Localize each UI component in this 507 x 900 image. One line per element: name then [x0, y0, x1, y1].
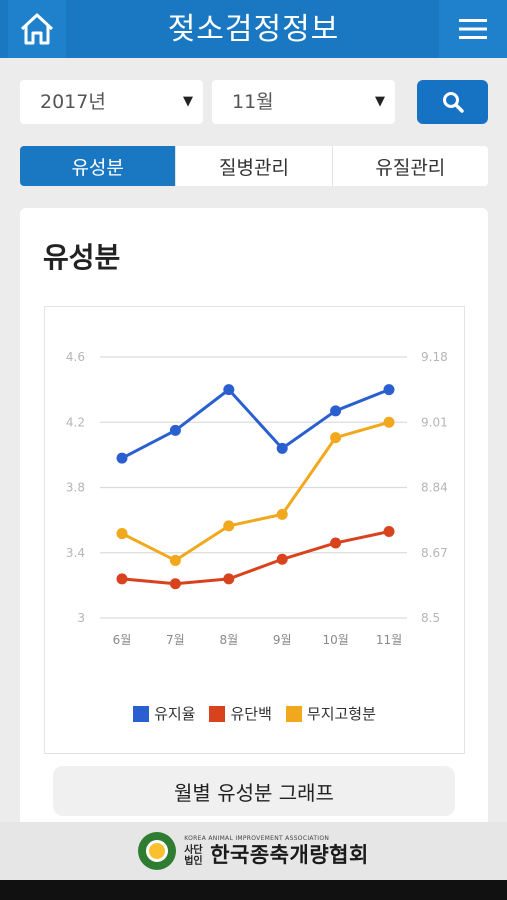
footer: KOREA ANIMAL IMPROVEMENT ASSOCIATION 사단 … — [0, 822, 507, 880]
data-point-2 — [169, 554, 181, 566]
y-left-tick-label: 3 — [77, 611, 85, 625]
series-line-0 — [121, 388, 390, 460]
legend-item[interactable]: 유지율 — [133, 703, 195, 724]
home-button[interactable] — [8, 0, 66, 58]
data-point-1 — [116, 573, 128, 585]
tab-disease-management[interactable]: 질병관리 — [175, 146, 331, 186]
legend-swatch-2 — [285, 705, 302, 722]
system-nav-bar — [0, 880, 507, 900]
month-select[interactable]: 11월 ▼ — [212, 80, 395, 124]
data-point-1 — [169, 578, 181, 590]
year-select-value: 2017년 — [40, 91, 106, 113]
legend-swatch-1 — [209, 705, 226, 722]
x-tick-label: 10월 — [322, 633, 348, 647]
series-line-2 — [121, 420, 390, 562]
x-tick-label: 9월 — [273, 633, 292, 647]
legend-label: 유지율 — [154, 705, 196, 723]
footer-org-name: 한국종축개량협회 — [210, 843, 369, 867]
y-left-tick-label: 4.2 — [66, 415, 85, 429]
page-title: 젖소검정정보 — [167, 12, 340, 47]
data-point-1 — [276, 553, 288, 565]
data-point-0 — [330, 405, 342, 417]
home-icon — [20, 13, 54, 45]
content-card: 유성분 4.6 9.18 4.2 9.01 3.8 8.84 3.4 8.67 3 8.5 6월 7월… — [20, 208, 488, 848]
data-point-0 — [116, 452, 128, 464]
data-point-2 — [330, 432, 342, 444]
hamburger-menu-icon — [459, 19, 487, 39]
category-tabs: 유성분 질병관리 유질관리 — [20, 146, 488, 186]
data-point-2 — [383, 416, 395, 428]
x-tick-label: 11월 — [376, 633, 402, 647]
y-left-tick-label: 3.8 — [66, 481, 85, 495]
month-select-value: 11월 — [232, 91, 274, 113]
app-header: 젖소검정정보 — [0, 0, 507, 58]
association-logo-icon — [138, 832, 177, 870]
y-right-tick-label: 9.18 — [421, 350, 448, 364]
x-tick-label: 7월 — [166, 633, 185, 647]
card-title: 유성분 — [43, 241, 121, 274]
data-point-1 — [383, 526, 395, 538]
y-right-tick-label: 9.01 — [421, 415, 448, 429]
monthly-graph-button[interactable]: 월별 유성분 그래프 — [53, 766, 455, 816]
tab-milk-components[interactable]: 유성분 — [20, 146, 176, 186]
data-point-0 — [169, 424, 181, 436]
legend-swatch-0 — [133, 705, 150, 722]
data-point-2 — [116, 528, 128, 540]
footer-english-name: KOREA ANIMAL IMPROVEMENT ASSOCIATION — [184, 834, 330, 842]
menu-button[interactable] — [439, 0, 507, 58]
chart-legend: 유지율 유단백 무지고형분 — [45, 703, 464, 724]
y-left-tick-label: 4.6 — [66, 350, 85, 364]
legend-item[interactable]: 무지고형분 — [285, 703, 376, 724]
y-left-tick-label: 3.4 — [66, 546, 85, 560]
legend-label: 무지고형분 — [306, 705, 376, 723]
tab-milk-quality[interactable]: 유질관리 — [331, 146, 488, 186]
legend-item[interactable]: 유단백 — [209, 703, 272, 724]
chevron-down-icon: ▼ — [375, 94, 385, 109]
year-select[interactable]: 2017년 ▼ — [20, 80, 203, 124]
y-right-tick-label: 8.67 — [421, 546, 448, 560]
chart-container: 4.6 9.18 4.2 9.01 3.8 8.84 3.4 8.67 3 8.5 6월 7월 8월 9월… — [44, 306, 465, 754]
series-line-1 — [121, 530, 390, 586]
data-point-0 — [383, 384, 395, 396]
x-tick-label: 6월 — [113, 633, 132, 647]
data-point-0 — [223, 384, 235, 396]
data-point-1 — [330, 537, 342, 549]
data-point-2 — [223, 520, 235, 532]
chevron-down-icon: ▼ — [183, 94, 193, 109]
y-right-tick-label: 8.84 — [421, 481, 448, 495]
data-point-0 — [276, 442, 288, 454]
legend-label: 유단백 — [230, 705, 272, 723]
search-button[interactable] — [417, 80, 488, 124]
y-right-tick-label: 8.5 — [421, 611, 440, 625]
data-point-1 — [223, 573, 235, 585]
search-icon — [442, 92, 464, 113]
line-chart: 4.6 9.18 4.2 9.01 3.8 8.84 3.4 8.67 3 8.5 6월 7월 8월 9월… — [66, 350, 448, 647]
footer-prefix: 사단 법인 — [184, 844, 203, 867]
x-tick-label: 8월 — [219, 633, 238, 647]
data-point-2 — [276, 508, 288, 520]
